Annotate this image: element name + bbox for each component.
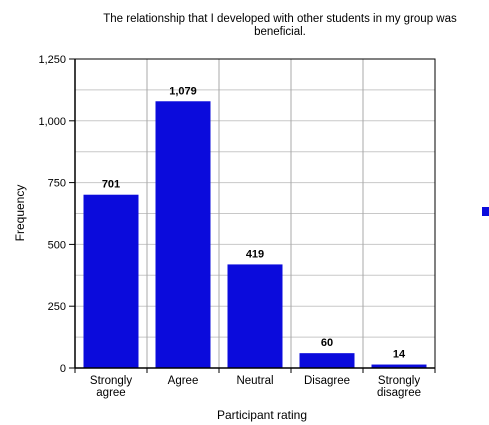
y-axis-label: Frequency: [13, 185, 27, 242]
legend-swatch: [482, 207, 489, 216]
bar: [227, 264, 283, 368]
axes: [74, 58, 436, 369]
y-tick-label: 1,250: [38, 54, 66, 66]
bar-value-label: 1,079: [169, 85, 197, 97]
bar: [83, 194, 139, 368]
x-tick-label: disagree: [377, 387, 421, 399]
y-tick-label: 750: [48, 178, 66, 190]
bar: [371, 364, 427, 368]
bar-value-label: 60: [321, 337, 333, 349]
y-tick-labels: 0 250 500 750 1,000 1,250: [38, 54, 75, 375]
x-tick-label: Agree: [168, 375, 199, 387]
bar-value-label: 701: [102, 179, 120, 191]
chart-title-line: beneficial.: [254, 26, 306, 38]
chart-title-line: The relationship that I developed with o…: [103, 13, 457, 25]
bars: [83, 101, 427, 368]
chart-title: The relationship that I developed with o…: [103, 13, 457, 38]
value-labels: 701 1,079 419 60 14: [102, 85, 406, 360]
x-tick-label: Strongly: [90, 375, 132, 387]
bar: [155, 101, 211, 368]
y-tick-label: 500: [48, 239, 66, 251]
x-tick-label: Strongly: [378, 375, 420, 387]
y-tick-label: 1,000: [38, 116, 66, 128]
y-tick-label: 250: [48, 301, 66, 313]
x-tick-label: Disagree: [304, 375, 350, 387]
x-tick-label: agree: [96, 387, 125, 399]
bar: [299, 353, 355, 368]
x-axis-label: Participant rating: [217, 408, 307, 422]
x-tick-label: Neutral: [236, 375, 273, 387]
bar-value-label: 14: [393, 349, 406, 361]
y-tick-label: 0: [60, 363, 66, 375]
bar-value-label: 419: [246, 248, 264, 260]
